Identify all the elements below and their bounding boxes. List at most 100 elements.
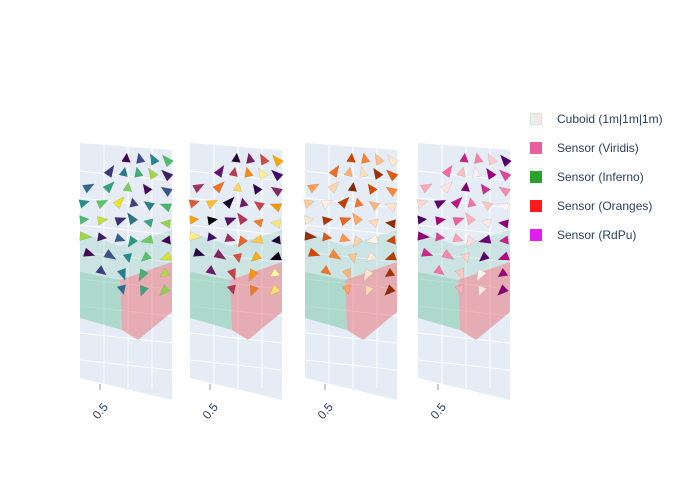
vector-cone [259,153,270,166]
legend-label-sensor-viridis: Sensor (Viridis) [557,140,639,155]
vector-cone [474,152,484,164]
vector-cone [112,196,125,210]
cuboid-face-green [190,272,232,330]
legend-item-cuboid[interactable]: Cuboid (1m|1m|1m) [520,104,695,133]
grid-line [417,359,511,371]
vector-cone [456,166,466,178]
vector-cone [250,251,263,262]
vector-cone [341,267,351,281]
vector-cone [103,164,115,179]
vector-cone [188,199,201,209]
vector-cone [205,264,217,276]
vector-cone [207,215,219,226]
vector-cone [498,169,512,182]
vector-cone [384,251,398,261]
vector-cone [385,186,399,198]
vector-cone [252,183,263,196]
vector-cone [364,234,379,244]
vector-cone [122,181,133,192]
vector-cone [118,166,128,178]
vector-cone [213,164,225,179]
vector-cone [460,252,471,264]
vector-cone [339,217,353,227]
vector-cone [136,152,146,164]
vector-cone [207,231,218,242]
legend-item-sensor-inferno[interactable]: Sensor (Inferno) [520,162,695,191]
vector-cone [160,235,172,245]
vector-cone [487,153,498,166]
vector-cone [160,169,174,182]
vector-cone [454,267,464,281]
vector-cone [497,251,511,261]
vector-cone [228,166,238,178]
grid-line [417,197,511,209]
vector-cone [159,251,173,261]
grid-line [79,359,173,371]
vector-cone [384,284,396,296]
vector-cone [246,152,256,164]
vector-cone [189,231,203,241]
vector-cone [114,232,127,243]
vector-cone [459,152,469,163]
vector-cone [212,180,225,194]
vector-cone [269,219,282,229]
vector-cone [497,267,509,278]
axis-line [239,389,275,405]
legend-item-sensor-oranges[interactable]: Sensor (Oranges) [520,191,695,220]
vector-cone [352,235,364,248]
subplot-viridis: 0.5 [78,143,175,422]
legend-label-cuboid: Cuboid (1m|1m|1m) [557,111,663,126]
vector-cone [159,284,171,296]
vector-cone [102,180,115,194]
legend-swatch-cuboid [530,112,542,125]
vector-cone [452,217,466,227]
vector-cone [320,199,334,210]
vector-cone [269,267,281,278]
vector-cone [253,200,266,212]
legend-item-sensor-viridis[interactable]: Sensor (Viridis) [520,133,695,162]
vector-cone [248,268,259,282]
vector-cone [232,252,243,264]
vector-cone [322,231,333,242]
vector-cone [192,247,206,257]
cuboid-face-green [418,272,460,330]
vector-cone [351,211,364,226]
vector-cone [339,232,352,243]
legend: Cuboid (1m|1m|1m) Sensor (Viridis) Senso… [520,104,695,249]
vector-cone [143,200,156,212]
vector-cone [359,166,369,178]
legend-label-sensor-oranges: Sensor (Oranges) [557,198,653,213]
vector-cone [361,152,371,164]
vector-cone [347,252,358,264]
vector-cone [420,183,433,194]
vector-cone [236,211,249,226]
legend-label-sensor-inferno: Sensor (Inferno) [557,169,644,184]
vector-cone [365,251,378,262]
vector-cone [97,231,108,242]
grid-line [304,197,398,209]
vector-cone [138,268,149,282]
vector-cone [441,164,453,179]
vector-cone [497,284,509,296]
vector-cone [226,284,237,296]
vector-cone [480,183,491,196]
vector-cone [384,219,397,229]
vector-cone [252,218,264,228]
vector-cone [226,267,236,281]
grid-line [189,197,283,209]
vector-cone [142,183,153,196]
vector-cone [126,211,139,226]
vector-cone [149,153,160,166]
vector-cone [337,196,350,210]
vector-cone [464,211,477,226]
axis-tick-label: 0.5 [428,400,450,422]
vector-cone [480,218,492,228]
vector-cone [79,215,90,225]
legend-label-sensor-rdpu: Sensor (RdPu) [557,227,637,242]
grid-line [79,332,173,344]
vector-cone [322,215,334,226]
vector-cone [373,167,384,181]
legend-item-sensor-rdpu[interactable]: Sensor (RdPu) [520,220,695,249]
subplot-inferno: 0.5 [188,143,285,422]
